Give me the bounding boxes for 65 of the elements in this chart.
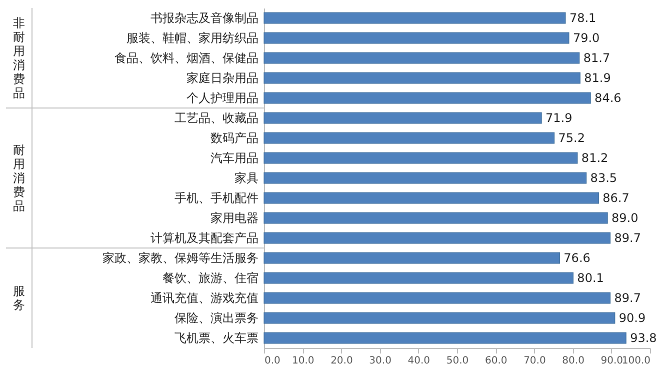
data-label: 76.6 [564,251,590,265]
y-tick-label: 食品、饮料、烟酒、保健品 [114,51,258,65]
data-label: 83.5 [590,171,618,185]
data-label: 89.7 [614,291,641,305]
bar [264,92,591,104]
data-label: 81.7 [583,51,610,65]
y-tick-label: 家庭日杂用品 [186,71,258,85]
data-label: 86.7 [602,191,630,205]
x-tick-label: 30.0 [369,356,392,366]
bar [264,172,587,184]
bar [264,232,611,244]
y-tick-label: 通讯充值、游戏充值 [150,291,258,305]
x-tick-label: 70.0 [524,356,546,366]
text: 耐用消费品 [13,143,25,213]
data-label: 89.0 [612,211,638,225]
bar [264,132,555,144]
y-tick-label: 保险、演出票务 [174,311,258,325]
y-tick-label: 计算机及其配套产品 [150,231,258,245]
y-tick-label: 飞机票、火车票 [174,331,258,345]
bar [264,32,570,44]
x-tick-label: 20.0 [330,356,353,366]
data-label: 90.9 [618,311,646,325]
text: 非耐用消费品 [13,16,25,100]
x-tick-label: 0.0 [264,356,280,366]
bar [264,152,578,164]
data-label: 75.2 [558,131,585,145]
bar [264,12,566,24]
bar [264,312,616,324]
x-tick-label: 10.0 [292,356,314,366]
data-label: 81.2 [581,151,608,165]
text: 服务 [13,284,25,312]
y-tick-label: 个人护理用品 [186,91,258,105]
data-label: 71.9 [546,111,572,125]
y-tick-label: 家用电器 [210,211,258,225]
bar [264,292,611,304]
y-tick-label: 家具 [234,171,258,185]
bar [264,212,608,224]
bar [264,252,560,264]
data-label: 81.9 [584,71,611,85]
data-label: 80.1 [577,271,604,285]
y-tick-label: 数码产品 [210,131,258,145]
y-tick-label: 餐饮、旅游、住宿 [162,271,258,285]
y-tick-label: 工艺品、收藏品 [174,111,258,125]
y-tick-label: 汽车用品 [210,151,258,165]
x-tick-label: 80.0 [562,356,584,366]
bar [264,112,542,124]
x-tick-label: 90.0 [600,356,624,366]
data-label: 93.8 [630,331,657,345]
data-label: 89.7 [614,231,641,245]
x-tick-label: 40.0 [408,356,430,366]
y-tick-label: 手机、手机配件 [174,191,258,205]
x-tick-label: 60.0 [484,356,508,366]
data-label: 78.1 [569,11,596,25]
bar [264,332,626,344]
x-tick-label: 100.0 [622,356,650,366]
data-label: 84.6 [594,91,622,105]
bar [264,72,580,84]
bar [264,52,580,64]
bar [264,192,599,204]
y-tick-label: 服装、鞋帽、家用纺织品 [126,31,258,45]
data-label: 79.0 [572,31,600,45]
y-tick-label: 家政、家教、保姆等生活服务 [102,251,258,265]
y-tick-label: 书报杂志及音像制品 [150,11,258,25]
x-tick-label: 50.0 [446,356,469,366]
bar [264,272,574,284]
